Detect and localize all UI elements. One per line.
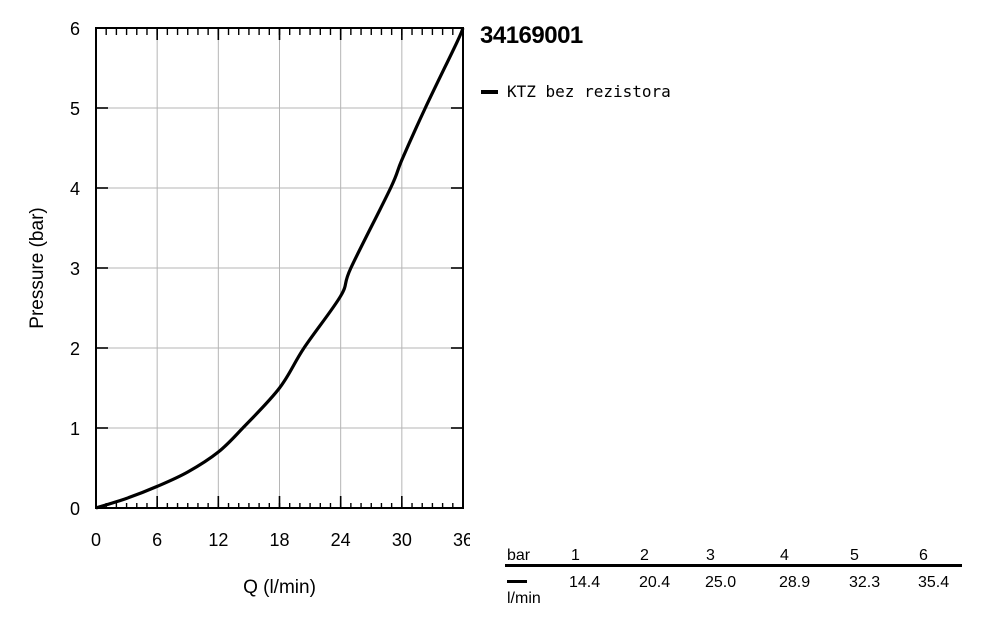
y-tick-label: 4	[70, 179, 80, 199]
y-tick-label: 3	[70, 259, 80, 279]
table-pressure-cell: 4	[780, 547, 789, 564]
x-tick-label: 18	[269, 530, 289, 550]
flow-table: bar 1 2 3 4 5 6 l/min 14.4 20.4 25.0 28.…	[505, 545, 962, 615]
table-flow-cell: 28.9	[779, 574, 811, 591]
legend-label: KTZ bez rezistora	[507, 82, 671, 101]
x-axis-title: Q (l/min)	[243, 577, 316, 598]
y-axis-title: Pressure (bar)	[27, 207, 48, 328]
series-line	[95, 27, 465, 510]
table-pressure-cell: 6	[919, 547, 928, 564]
grid-lines	[96, 28, 463, 508]
x-tick-label: 6	[152, 530, 162, 550]
table-rule	[505, 564, 962, 567]
x-tick-label: 30	[392, 530, 412, 550]
table-flow-cell: 14.4	[569, 574, 601, 591]
y-tick-label: 6	[70, 19, 80, 39]
product-code-title: 34169001	[480, 22, 583, 49]
table-flow-cell: 25.0	[705, 574, 737, 591]
table-flow-cell: 20.4	[639, 574, 671, 591]
y-tick-label: 2	[70, 339, 80, 359]
table-flow-cell: 35.4	[918, 574, 950, 591]
legend: KTZ bez rezistora	[481, 82, 671, 101]
table-pressure-cell: 1	[571, 547, 580, 564]
x-tick-label: 36	[453, 530, 470, 550]
table-pressure-cell: 2	[640, 547, 649, 564]
table-pressure-cell: 3	[706, 547, 715, 564]
legend-swatch	[481, 89, 498, 94]
table-pressure-cell: 5	[850, 547, 859, 564]
plot-frame	[95, 27, 464, 509]
y-tick-label: 1	[70, 419, 80, 439]
series-lines	[95, 27, 465, 510]
y-tick-labels: 0 1 2 3 4 5 6	[70, 19, 80, 519]
table-flow-cell: 32.3	[849, 574, 881, 591]
table-series-swatch	[507, 580, 527, 583]
x-tick-label: 12	[208, 530, 228, 550]
y-tick-label: 0	[70, 499, 80, 519]
x-tick-label: 24	[331, 530, 351, 550]
x-tick-label: 0	[91, 530, 101, 550]
table-header-unit: bar	[507, 547, 531, 564]
y-tick-label: 5	[70, 99, 80, 119]
x-tick-labels: 0 6 12 18 24 30 36	[91, 530, 470, 550]
table-flow-unit: l/min	[507, 590, 541, 607]
